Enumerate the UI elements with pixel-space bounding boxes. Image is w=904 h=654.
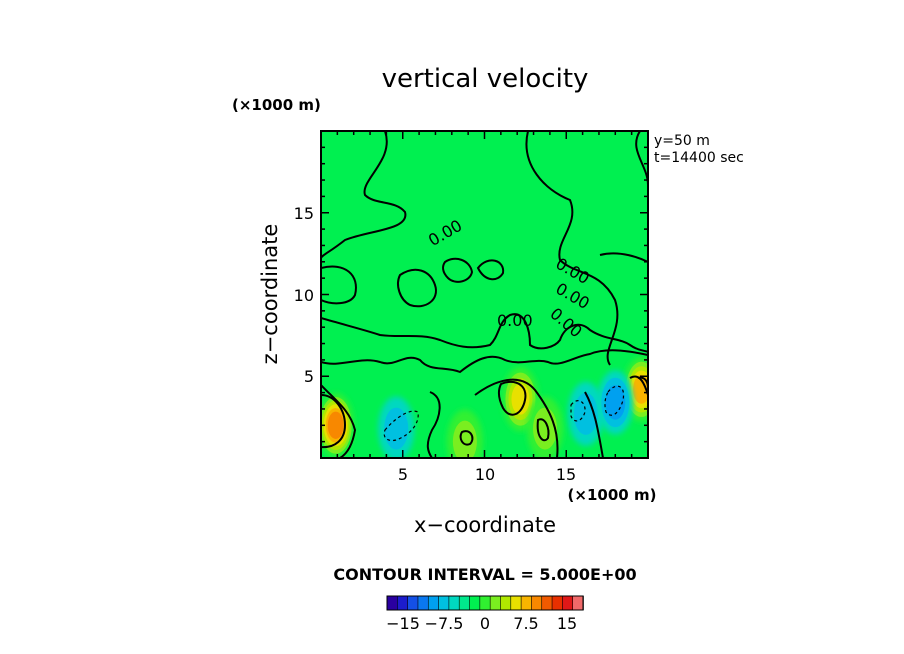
contour-line — [570, 400, 586, 422]
contour-line — [426, 391, 441, 458]
contour-line — [497, 380, 527, 416]
x-tick-label: 5 — [398, 465, 408, 484]
downdraft-cell — [605, 385, 626, 420]
downdraft-cell — [384, 407, 409, 450]
colorbar-tick-label: 7.5 — [513, 614, 538, 633]
contour-line — [321, 394, 347, 449]
colorbar-swatch — [397, 595, 409, 611]
colorbar-swatch — [500, 595, 512, 611]
velocity-features — [321, 357, 648, 458]
contour-line — [476, 259, 505, 281]
contour-line — [459, 430, 474, 446]
downdraft-cell — [573, 392, 598, 435]
colorbar-swatch — [386, 595, 399, 611]
contour-label: 0.00 — [497, 311, 533, 330]
contour-line — [321, 384, 357, 458]
chart-title: vertical velocity — [382, 64, 589, 94]
contour-line — [321, 313, 648, 353]
contour-line — [584, 391, 604, 458]
info-time: t=14400 sec — [654, 150, 744, 166]
contour-line — [442, 257, 474, 283]
colorbar-swatch — [438, 595, 450, 611]
colorbar-swatch — [427, 595, 440, 611]
contour-line — [525, 131, 619, 366]
z-tick-label: 5 — [304, 367, 314, 386]
info-y-position: y=50 m — [654, 133, 710, 149]
updraft-cell — [452, 420, 477, 458]
zero-contours — [321, 131, 648, 458]
colorbar — [386, 595, 584, 611]
updraft-cell — [532, 407, 557, 450]
plot-area: 0.00 0.00 0.00 0.00 0.00 — [321, 131, 648, 458]
x-axis-label: x−coordinate — [414, 513, 556, 537]
colorbar-swatch — [417, 595, 430, 611]
colorbar-swatch — [541, 595, 553, 611]
colorbar-swatch — [520, 595, 533, 611]
x-unit-label: (×1000 m) — [568, 486, 657, 504]
colorbar-swatch — [489, 595, 502, 611]
x-tick-label: 15 — [556, 465, 576, 484]
colorbar-tick-label: 15 — [557, 614, 577, 633]
contour-line — [397, 268, 437, 308]
colorbar-swatch — [448, 595, 461, 611]
updraft-cell — [327, 411, 344, 439]
colorbar-swatch — [572, 595, 584, 611]
colorbar-swatch — [407, 595, 419, 611]
axis-ticks — [321, 131, 648, 458]
contour-line — [321, 131, 407, 259]
contour-line — [321, 349, 648, 374]
contour-line — [536, 418, 550, 442]
colorbar-swatch — [562, 595, 574, 611]
contour-line — [474, 378, 559, 458]
z-tick-label: 15 — [294, 204, 314, 223]
x-tick-label: 10 — [475, 465, 495, 484]
colorbar-tick-label: 0 — [480, 614, 490, 633]
colorbar-swatch — [551, 595, 564, 611]
z-unit-label: (×1000 m) — [232, 96, 321, 114]
colorbar-tick-label: −7.5 — [425, 614, 464, 633]
contour-line — [604, 385, 625, 416]
colorbar-frame — [386, 595, 584, 611]
z-axis-label: z−coordinate — [258, 224, 282, 365]
colorbar-tick-label: −15 — [386, 614, 420, 633]
updraft-cell — [633, 374, 648, 404]
colorbar-swatch — [510, 595, 522, 611]
z-tick-label: 10 — [294, 286, 314, 305]
colorbar-swatch — [531, 595, 543, 611]
colorbar-swatch — [469, 595, 481, 611]
colorbar-swatch — [479, 595, 491, 611]
colorbar-swatch — [458, 595, 471, 611]
contour-line — [321, 265, 357, 305]
contour-line — [599, 252, 648, 263]
contour-interval-text: CONTOUR INTERVAL = 5.000E+00 — [333, 565, 636, 584]
